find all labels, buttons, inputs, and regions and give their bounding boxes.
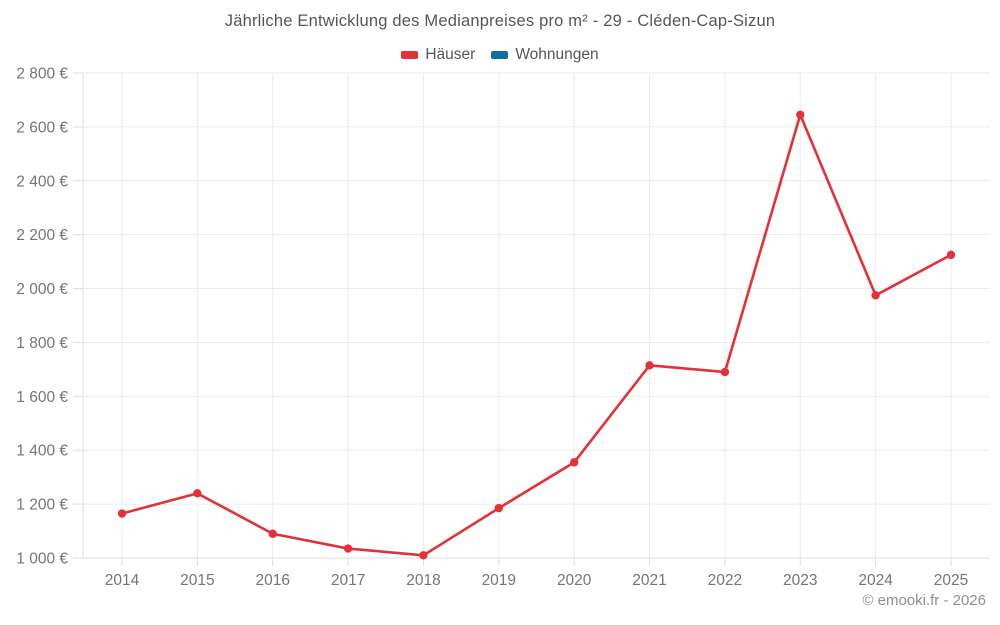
data-point [494,503,504,513]
x-tick-label: 2025 [934,572,968,589]
legend: Häuser Wohnungen [0,46,1000,64]
series-line [120,113,953,557]
data-point [645,361,654,370]
y-tick-label: 2 800 € [16,66,68,83]
data-point [871,291,880,300]
data-point [796,110,805,119]
data-point [720,367,730,377]
x-tick-label: 2019 [482,572,516,589]
y-tick-label: 1 800 € [16,335,68,352]
x-tick-label: 2021 [632,572,666,589]
x-tick-label: 2024 [858,572,893,589]
legend-label-wohnungen: Wohnungen [515,46,599,63]
data-point [193,489,202,498]
chart-title: Jährliche Entwicklung des Medianpreises … [224,12,776,30]
y-axis-labels: 1 000 € 1 200 € 1 400 € 1 600 € 1 800 € 2 000… [16,66,68,568]
y-tick-label: 1 600 € [16,389,68,406]
y-tick-label: 1 400 € [16,443,68,460]
y-tick-label: 2 200 € [16,227,68,244]
y-tick-label: 1 200 € [16,497,68,514]
x-tick-label: 2022 [708,572,742,589]
x-tick-label: 2017 [331,572,365,589]
data-point [268,529,277,538]
wohnungen-series-swatch-icon [491,51,509,59]
x-tick-label: 2020 [557,572,592,589]
y-tick-label: 1 000 € [16,551,68,568]
data-point [419,551,428,560]
x-axis-labels: 2014 2015 2016 2017 2018 2019 2020 2021 2022 2023… [105,572,968,589]
legend-item-wohnungen[interactable]: Wohnungen [491,46,599,64]
legend-label-haeuser: Häuser [425,46,476,63]
data-point [569,458,579,467]
series-häuser [117,110,956,560]
x-tick-label: 2014 [105,572,140,589]
x-tick-label: 2015 [180,572,214,589]
copyright-footer: © emooki.fr - 2026 [862,592,986,609]
gridlines [83,72,990,559]
y-tick-label: 2 400 € [16,173,68,190]
legend-item-haeuser[interactable]: Häuser [401,46,475,64]
x-tick-label: 2018 [406,572,440,589]
axes [73,72,990,566]
data-point [117,509,127,518]
data-point [343,544,353,553]
y-tick-label: 2 600 € [16,119,68,136]
haeuser-series-swatch-icon [401,51,419,59]
data-point [946,250,956,260]
x-tick-label: 2016 [255,572,289,589]
x-tick-label: 2023 [783,572,817,589]
y-tick-label: 2 000 € [16,281,68,298]
